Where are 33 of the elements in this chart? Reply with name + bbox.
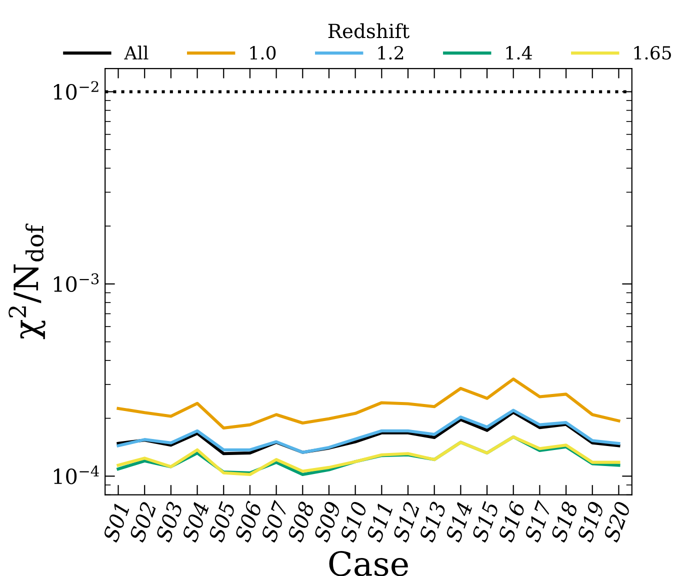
y-tick-label: 10$^{−2}$	[54, 81, 98, 100]
x-tick-label: S03	[155, 500, 184, 543]
x-tick-label: S06	[234, 500, 262, 543]
x-tick-label: S12	[392, 501, 420, 543]
legend-title: Redshift	[328, 23, 410, 38]
legend-label: 1.4	[506, 46, 532, 60]
x-tick-label: S20	[602, 500, 632, 543]
legend-label: All	[124, 46, 148, 60]
y-tick-label: 10$^{−4}$	[54, 466, 99, 484]
legend-label: 1.2	[378, 46, 404, 60]
x-tick-label: S11	[366, 504, 393, 543]
x-tick-label: S17	[524, 500, 552, 543]
y-axis-title: χ$^{2}$/N$_{dof}$	[8, 224, 46, 340]
x-tick-label: S13	[418, 500, 447, 543]
x-tick-label: S09	[313, 500, 342, 543]
y-tick-label: 10$^{−3}$	[54, 273, 99, 292]
x-tick-label: S18	[550, 500, 578, 543]
x-tick-label: S19	[576, 500, 605, 543]
line-series	[116, 378, 620, 430]
x-tick-label: S16	[497, 500, 526, 543]
x-axis-title: Case	[329, 551, 408, 576]
x-tick-label: S14	[444, 501, 473, 543]
x-tick-label: S08	[286, 500, 315, 543]
x-tick-label: S01	[102, 504, 130, 543]
line-series	[116, 435, 620, 476]
legend-label: 1.0	[250, 46, 276, 60]
legend-label: 1.65	[634, 46, 671, 60]
x-tick-label: S05	[208, 500, 236, 543]
x-tick-label: S10	[339, 500, 368, 543]
x-tick-label: S04	[181, 501, 210, 543]
x-tick-label: S02	[128, 501, 157, 543]
x-tick-label: S15	[471, 500, 500, 543]
x-tick-label: S07	[260, 500, 289, 543]
